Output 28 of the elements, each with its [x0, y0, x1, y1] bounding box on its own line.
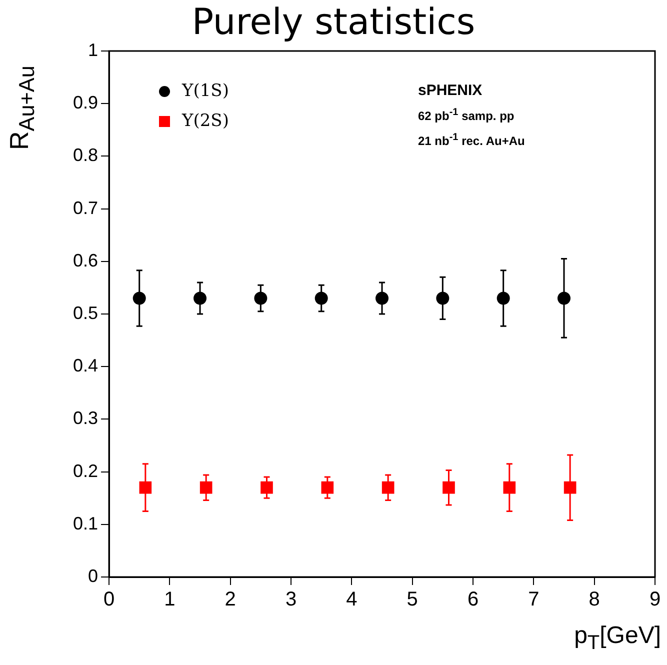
x-tick-label: 4	[346, 588, 358, 611]
x-tick-label: 5	[406, 588, 418, 611]
y-tick-label: 0	[88, 566, 98, 586]
x-tick-label: 7	[528, 588, 540, 611]
x-tick-label: 0	[103, 588, 115, 611]
annotation: 21 nb$^{-1}$ rec. Au+Au	[418, 131, 525, 150]
y-tick-label: 0.6	[72, 250, 98, 270]
y-tick-label: 0.3	[72, 408, 98, 428]
y-tick-label: 0.9	[72, 92, 98, 113]
y-tick-label: 0.4	[72, 356, 98, 376]
y-tick-label: 0.8	[72, 145, 98, 166]
y-tick-label: 0.5	[72, 302, 98, 323]
annotation: 62 pb$^{-1}$ samp. pp	[418, 106, 516, 125]
y-tick-label: 0.1	[72, 513, 98, 534]
x-tick-label: 3	[285, 588, 297, 611]
x-tick-label: 2	[224, 588, 236, 611]
x-tick-label: 9	[649, 588, 661, 611]
x-axis-title: p$_{T}$[GeV]	[574, 622, 661, 655]
y-tick-label: 0.7	[72, 198, 98, 218]
x-tick-label: 1	[164, 588, 176, 611]
legend-label: Υ(1S)	[182, 81, 229, 101]
y-tick-label: 0.2	[72, 460, 98, 481]
chart-title: Purely statistics	[192, 2, 476, 43]
y-tick-label: 1	[88, 40, 98, 60]
annotation: sPHENIX	[418, 81, 484, 101]
x-tick-label: 8	[588, 588, 600, 611]
legend-label: Υ(2S)	[182, 111, 229, 131]
x-tick-label: 6	[467, 588, 479, 611]
